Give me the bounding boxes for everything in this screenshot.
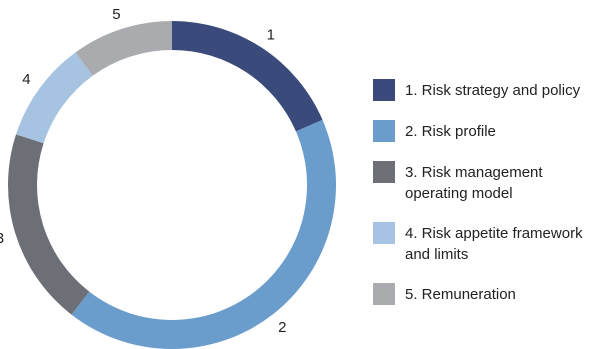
slice-label-1: 1 [267, 27, 275, 44]
slice-label-3: 3 [0, 230, 4, 247]
donut-slice-4 [16, 52, 93, 144]
slice-label-4: 4 [22, 71, 30, 88]
donut-slices [7, 21, 336, 349]
slice-label-2: 2 [278, 319, 286, 336]
donut-slice-5 [75, 21, 172, 76]
donut-slice-2 [71, 119, 336, 349]
legend-label-3: 3. Risk management operating model [405, 164, 543, 202]
legend-label-5: 5. Remuneration [405, 286, 516, 303]
slice-labels: 1 2 3 4 5 [0, 6, 286, 336]
donut-slice-3 [7, 134, 90, 315]
donut-slice-1 [172, 21, 323, 132]
slice-label-5: 5 [112, 6, 120, 23]
legend-swatch-3 [373, 161, 395, 183]
legend-label-4: 4. Risk appetite framework and limits [405, 225, 583, 263]
legend-label-2: 2. Risk profile [405, 123, 496, 140]
legend-label-1: 1. Risk strategy and policy [405, 82, 581, 99]
legend-swatch-4 [373, 222, 395, 244]
legend-swatch-1 [373, 79, 395, 101]
legend: 1. Risk strategy and policy 2. Risk profi… [373, 79, 583, 305]
legend-swatch-2 [373, 120, 395, 142]
legend-swatch-5 [373, 283, 395, 305]
